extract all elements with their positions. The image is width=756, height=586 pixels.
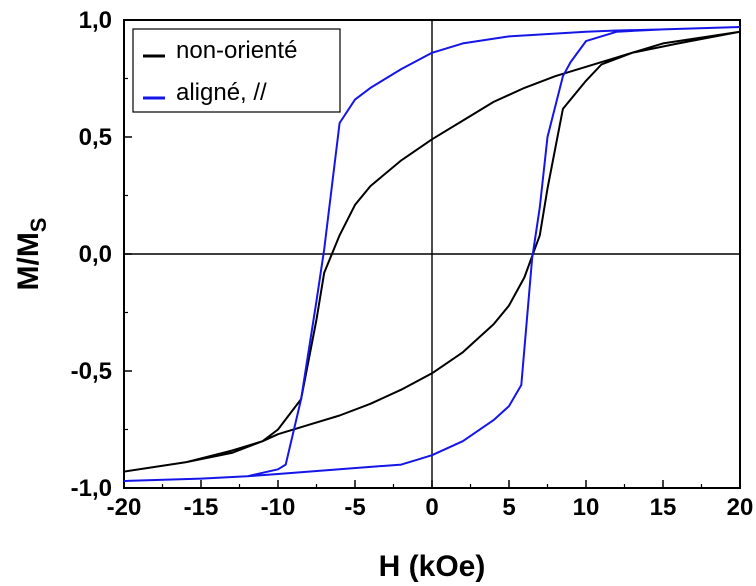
legend-label-aligne: aligné, //: [176, 79, 267, 106]
y-tick-label: 0,0: [79, 241, 112, 268]
x-tick-label: 15: [650, 494, 677, 521]
y-tick-label: 0,5: [79, 124, 112, 151]
x-tick-label: 20: [727, 494, 754, 521]
axis-ticks: [123, 19, 741, 489]
x-tick-label: -10: [261, 494, 296, 521]
x-tick-label: 5: [502, 494, 515, 521]
x-tick-label: 0: [425, 494, 438, 521]
tick-labels: -20 -15 -10 -5 0 5 10 15 20 -1,0 -0,5 0,0 0,5 1,0: [71, 7, 754, 521]
series-line-aligne: [124, 26, 740, 482]
y-tick-label: 1,0: [79, 7, 112, 34]
legend: non-orienté aligné, //: [132, 28, 341, 113]
x-tick-label: -15: [184, 494, 219, 521]
y-axis-title-sub: S: [26, 217, 51, 232]
legend-box: [132, 28, 341, 113]
series-line-non-oriente: [124, 30, 740, 473]
y-tick-label: -1,0: [71, 475, 112, 502]
x-tick-label: 10: [573, 494, 600, 521]
series-layer: [124, 26, 740, 482]
legend-label-non-oriente: non-orienté: [176, 37, 297, 64]
x-tick-label: -5: [344, 494, 365, 521]
y-axis-title: M/MS: [12, 217, 51, 290]
y-tick-label: -0,5: [71, 358, 112, 385]
x-tick-label: -20: [107, 494, 142, 521]
x-axis-title: H (kOe): [379, 550, 486, 583]
y-axis-title-main: M/M: [12, 232, 45, 290]
